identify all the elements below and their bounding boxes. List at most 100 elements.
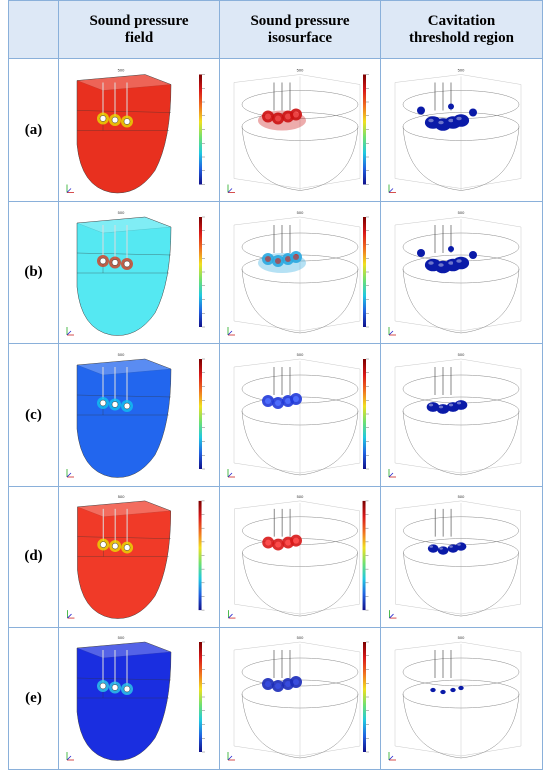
cav-render: 500: [388, 210, 522, 336]
header-line: field: [124, 29, 154, 46]
axis-tick-label: 500: [458, 635, 465, 640]
axis-tick-label: 500: [297, 494, 304, 499]
sound-pressure-field-panel: 500: [58, 485, 220, 628]
axis-tick-label: 500: [297, 210, 304, 215]
figure-table: Sound pressure field Sound pressure isos…: [8, 0, 543, 771]
cavitation-region-blobs: [417, 245, 477, 274]
isosurface-blobs: [262, 534, 302, 551]
axis-triad-icon: [228, 610, 236, 619]
axis-tick-label: 500: [118, 210, 125, 215]
figure-row: (d) 500 500 500: [8, 485, 543, 628]
domain-body: [76, 73, 172, 193]
colorbar: [199, 216, 202, 327]
domain-body: [76, 642, 172, 762]
axis-triad-icon: [227, 469, 235, 478]
sound-pressure-field-panel: 500: [58, 58, 220, 203]
iso-render: 500: [227, 635, 369, 761]
axis-triad-icon: [66, 469, 74, 478]
isosurface-blobs: [262, 676, 302, 693]
field-render: 500: [66, 635, 205, 762]
header-line: Sound pressure: [250, 12, 350, 29]
colorbar: [199, 642, 202, 753]
sound-pressure-field-panel: 500: [58, 626, 220, 771]
colorbar: [199, 359, 202, 470]
cavitation-region-blobs: [417, 103, 477, 131]
colorbar: [363, 216, 366, 327]
colorbar: [363, 642, 366, 753]
row-label: (e): [8, 626, 59, 771]
header-line: isosurface: [267, 29, 333, 46]
domain-body: [77, 500, 172, 620]
cavitation-threshold-panel: 500: [380, 485, 543, 628]
header-row: Sound pressure field Sound pressure isos…: [8, 0, 543, 60]
axis-triad-icon: [227, 184, 235, 193]
axis-tick-label: 500: [118, 67, 125, 72]
sound-pressure-isosurface-panel: 500: [219, 58, 381, 203]
axis-tick-label: 500: [118, 352, 125, 357]
figure-row: (a) 500 500 500: [8, 58, 543, 203]
axis-triad-icon: [227, 752, 235, 761]
header-cavitation-threshold-region: Cavitation threshold region: [380, 0, 543, 60]
sound-pressure-field-panel: 500: [58, 201, 220, 345]
sound-pressure-isosurface-panel: 500: [219, 201, 381, 345]
cavitation-region-blobs: [427, 542, 467, 555]
cavitation-threshold-panel: 500: [380, 343, 543, 487]
header-sound-pressure-field: Sound pressure field: [58, 0, 220, 60]
axis-triad-icon: [66, 184, 74, 193]
axis-tick-label: 500: [458, 210, 465, 215]
axis-triad-icon: [388, 752, 396, 761]
axis-tick-label: 500: [458, 352, 465, 357]
axis-triad-icon: [389, 610, 397, 619]
cav-render: 500: [388, 352, 522, 478]
iso-render: 500: [227, 67, 369, 193]
colorbar: [363, 359, 366, 470]
domain-body: [76, 358, 172, 478]
axis-tick-label: 500: [297, 352, 304, 357]
header-line: Sound pressure: [89, 12, 189, 29]
isosurface-blobs: [262, 393, 302, 410]
field-render: 500: [66, 67, 205, 193]
figure-row: (e) 500 500 500: [8, 626, 543, 771]
row-label: (a): [8, 58, 59, 203]
field-render: 500: [66, 210, 205, 336]
header-line: Cavitation: [427, 12, 496, 29]
axis-triad-icon: [66, 752, 74, 761]
cav-render: 500: [388, 67, 522, 193]
cav-render: 500: [389, 494, 521, 619]
cavitation-region-blobs: [430, 685, 464, 695]
colorbar: [362, 501, 366, 611]
header-sound-pressure-isosurface: Sound pressure isosurface: [219, 0, 381, 60]
field-render: 500: [67, 494, 205, 620]
header-line: threshold region: [409, 29, 514, 46]
isosurface-blobs: [258, 108, 306, 131]
iso-render: 500: [227, 210, 369, 336]
figure-row: (b) 500 500 500: [8, 201, 543, 345]
cavitation-threshold-panel: 500: [380, 58, 543, 203]
iso-render: 500: [227, 352, 369, 478]
row-label: (b): [8, 201, 59, 345]
axis-triad-icon: [227, 326, 235, 336]
axis-tick-label: 500: [458, 67, 465, 72]
axis-triad-icon: [388, 469, 396, 478]
axis-tick-label: 500: [297, 67, 304, 72]
axis-tick-label: 500: [118, 635, 125, 640]
isosurface-blobs: [258, 250, 306, 273]
axis-tick-label: 500: [297, 635, 304, 640]
domain-body: [76, 216, 172, 336]
axis-triad-icon: [388, 326, 396, 336]
axis-triad-icon: [66, 326, 74, 336]
colorbar: [363, 74, 366, 185]
axis-triad-icon: [388, 184, 396, 193]
figure-row: (c) 500 500 500: [8, 343, 543, 487]
colorbar: [199, 74, 202, 185]
axis-tick-label: 500: [118, 494, 125, 499]
cavitation-region-blobs: [426, 400, 468, 414]
sound-pressure-isosurface-panel: 500: [219, 626, 381, 771]
sound-pressure-isosurface-panel: 500: [219, 343, 381, 487]
field-render: 500: [66, 352, 205, 478]
axis-tick-label: 500: [458, 494, 465, 499]
cavitation-threshold-panel: 500: [380, 201, 543, 345]
cav-render: 500: [388, 635, 522, 761]
axis-triad-icon: [67, 610, 75, 619]
cavitation-threshold-panel: 500: [380, 626, 543, 771]
